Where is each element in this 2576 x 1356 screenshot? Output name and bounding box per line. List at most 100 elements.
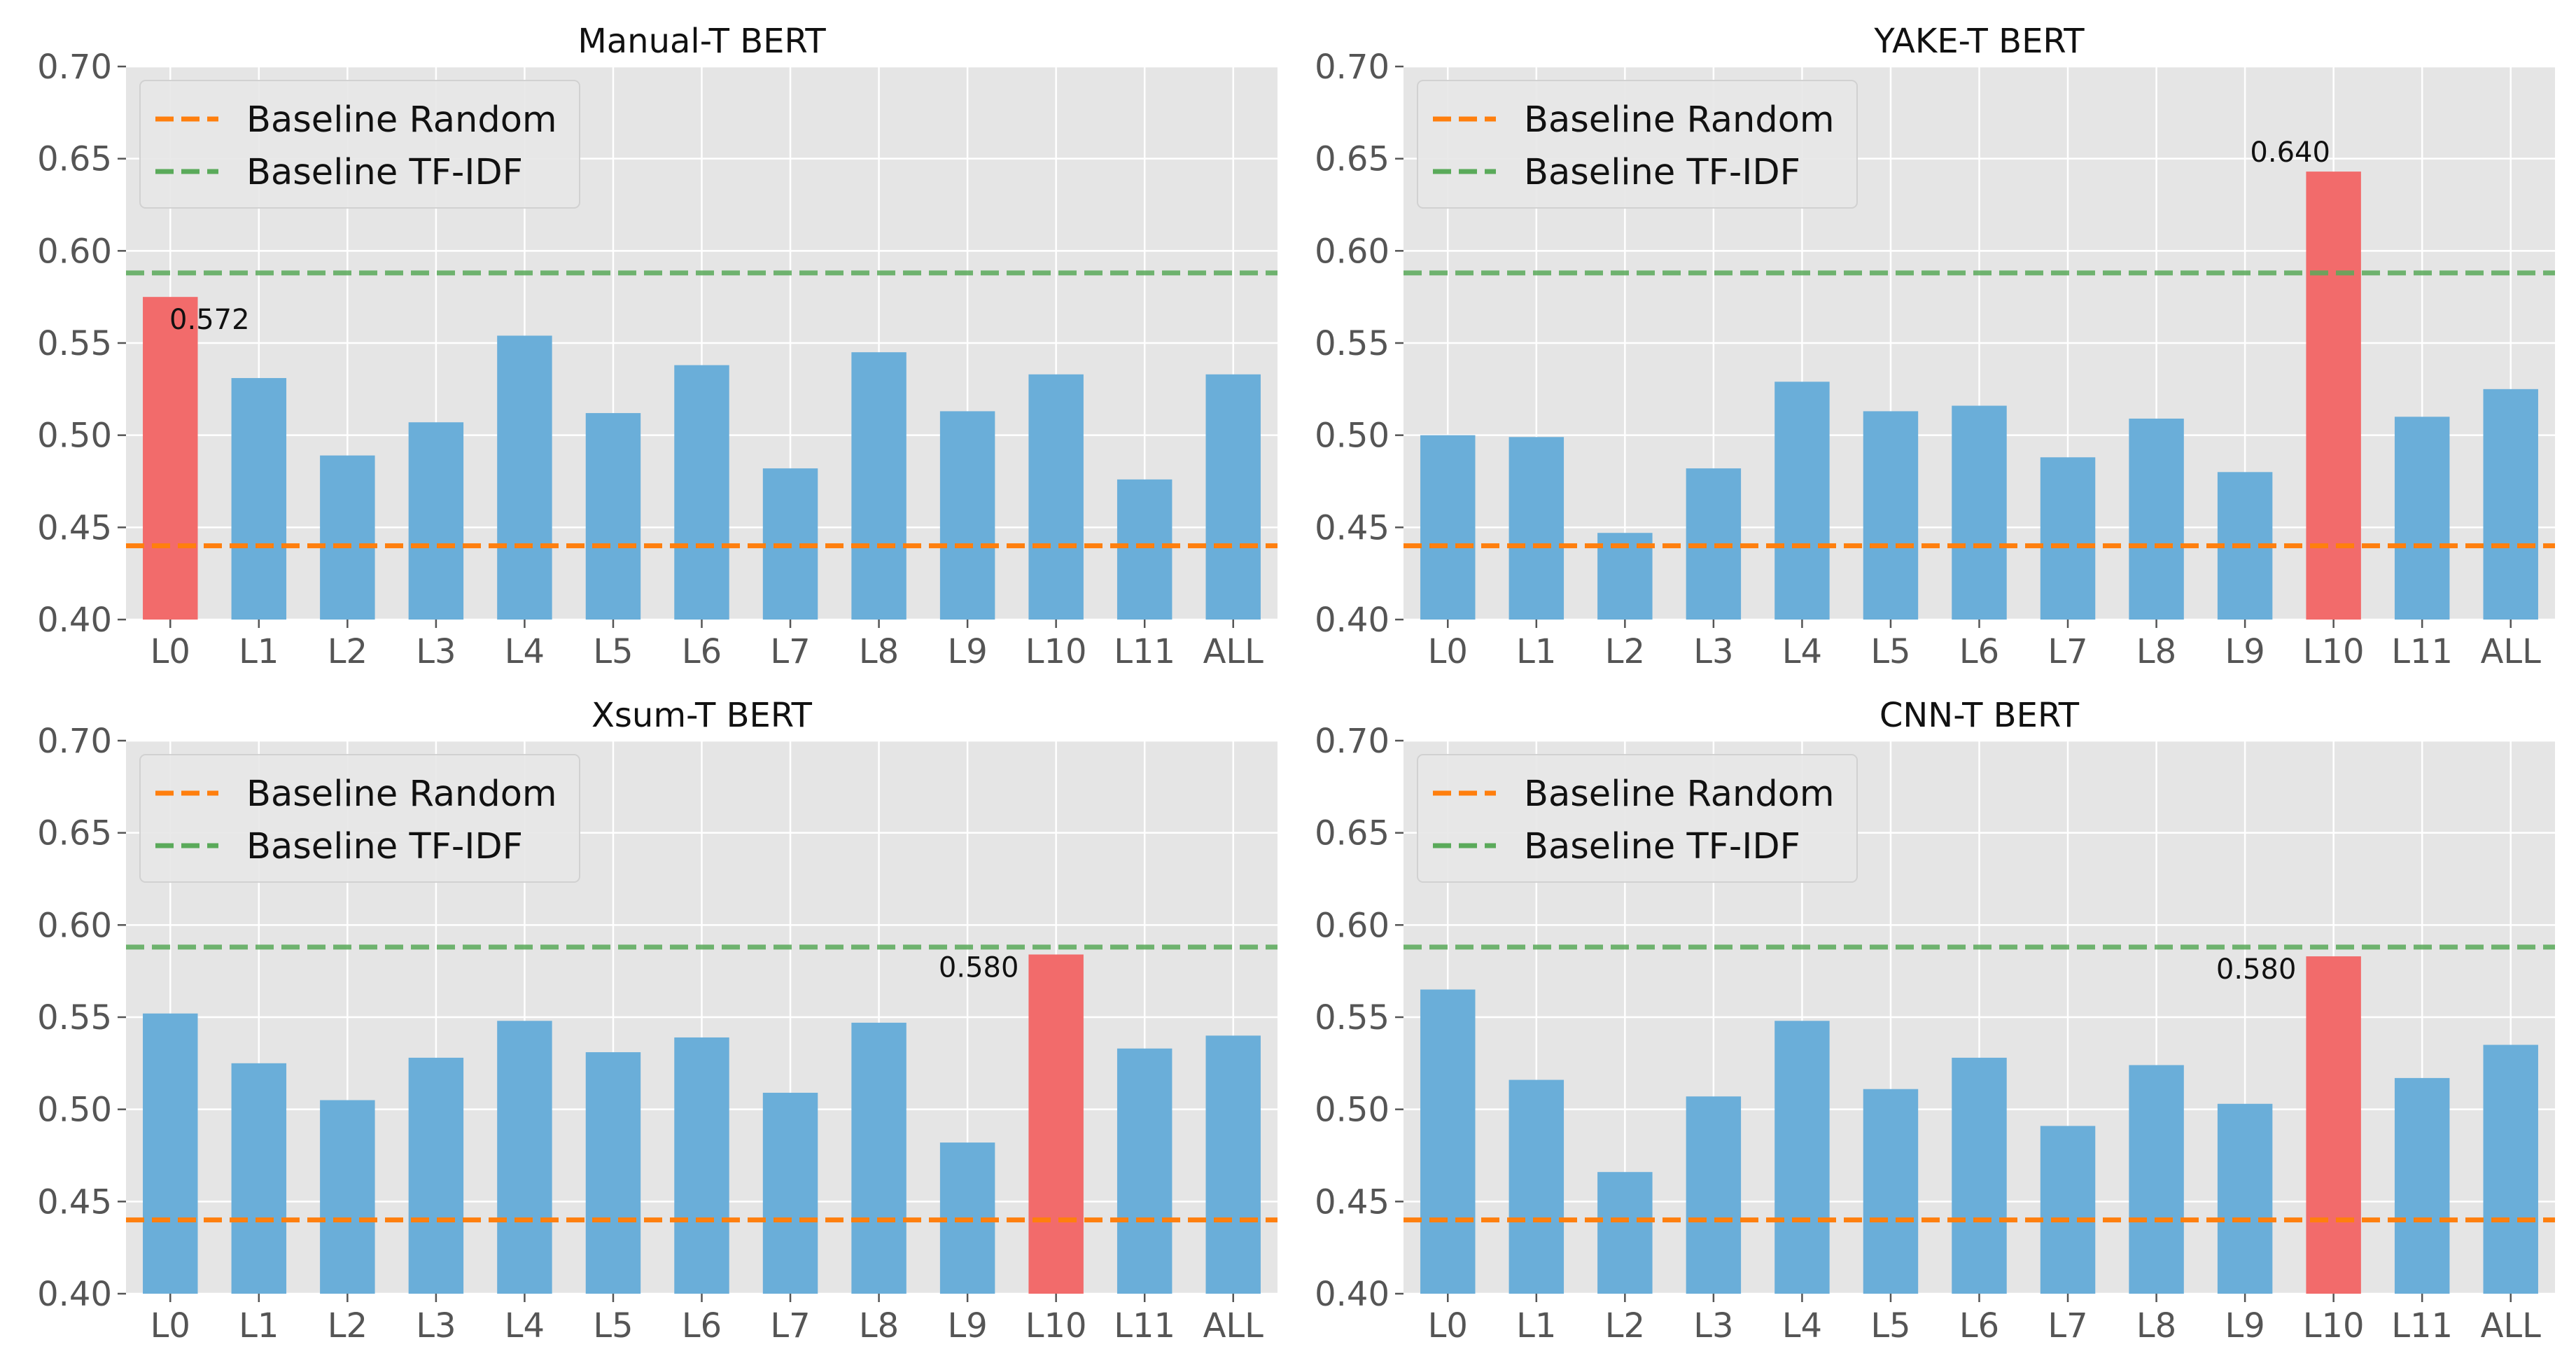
bar-annotation: 0.580 (2216, 953, 2297, 986)
x-tick-label: L7 (770, 1306, 810, 1345)
bar (2218, 1104, 2272, 1294)
bar (851, 352, 906, 620)
x-tick-label: L0 (1428, 1306, 1468, 1345)
bar (1686, 1096, 1741, 1294)
figure: 0.40 0.45 0.50 0.55 0.60 0.65 0.70 L0 L1 L2 L3 L4 L5… (0, 0, 2576, 1356)
legend-label: Baseline TF-IDF (1524, 826, 1800, 867)
bar-highlight (143, 297, 197, 620)
legend-label: Baseline TF-IDF (246, 826, 523, 867)
x-tick-label: L4 (1782, 632, 1822, 671)
chart-title: CNN-T BERT (1879, 696, 2080, 735)
bar (1420, 990, 1475, 1294)
bar (1420, 435, 1475, 620)
x-tick-label: L8 (2136, 1306, 2176, 1345)
bar-highlight (2306, 172, 2360, 620)
bar (1774, 382, 1829, 620)
x-tick-label: L7 (2047, 632, 2087, 671)
bar (2395, 417, 2449, 620)
chart-panel-3: 0.40 0.45 0.50 0.55 0.60 0.65 0.70 L0 L1 L2 L3 L4 L5… (1315, 696, 2555, 1345)
y-tick-label: 0.50 (1315, 417, 1390, 456)
y-tick-label: 0.60 (37, 232, 112, 271)
legend-label: Baseline TF-IDF (1524, 152, 1800, 193)
x-tick-label: ALL (2481, 1306, 2542, 1345)
x-tick-label: L10 (1026, 632, 1087, 671)
y-tick-label: 0.65 (37, 140, 112, 179)
y-tick-label: 0.45 (1315, 508, 1390, 547)
x-tick-label: L8 (859, 632, 899, 671)
y-tick-label: 0.55 (1315, 324, 1390, 363)
bar (2484, 389, 2538, 620)
y-tick-label: 0.40 (37, 601, 112, 640)
x-tick-label: L11 (2391, 1306, 2453, 1345)
bar (1863, 1089, 1918, 1294)
bar (586, 1052, 640, 1294)
x-tick-label: L8 (859, 1306, 899, 1345)
bar (2040, 1126, 2095, 1294)
bar (586, 413, 640, 620)
y-tick-label: 0.40 (1315, 601, 1390, 640)
x-tick-label: L7 (2047, 1306, 2087, 1345)
bar (232, 1063, 286, 1294)
y-tick-label: 0.60 (37, 906, 112, 945)
y-tick-label: 0.45 (1315, 1182, 1390, 1222)
y-tick-label: 0.50 (37, 417, 112, 456)
x-tick-label: L5 (1870, 1306, 1910, 1345)
chart-title: YAKE-T BERT (1873, 22, 2085, 61)
x-tick-label: L9 (947, 1306, 987, 1345)
bar (1117, 480, 1172, 620)
x-tick-label: ALL (1203, 1306, 1264, 1345)
bar (674, 1037, 729, 1294)
y-tick-label: 0.40 (1315, 1275, 1390, 1314)
bar (320, 1100, 374, 1294)
x-tick-label: L3 (1693, 632, 1733, 671)
chart-panel-2: 0.400.450.500.550.600.650.70L0 L1 L2 L3 L4 L5… (37, 696, 1278, 1345)
y-tick-label: 0.70 (37, 48, 112, 87)
x-tick-label: L8 (2136, 632, 2176, 671)
bar (674, 365, 729, 620)
y-tick-label: 0.50 (37, 1091, 112, 1130)
legend-label: Baseline TF-IDF (246, 152, 523, 193)
legend: Baseline Random Baseline TF-IDF (140, 755, 580, 882)
chart-panel-0: 0.40 0.45 0.50 0.55 0.60 0.65 0.70 L0 L1 L2 L3 L4 L5… (37, 22, 1278, 671)
x-tick-label: L2 (328, 632, 368, 671)
bar (1206, 375, 1261, 620)
x-tick-label: L0 (150, 1306, 190, 1345)
x-tick-label: L4 (505, 632, 545, 671)
bar (1952, 406, 2006, 620)
bar (1028, 375, 1083, 620)
x-tick-label: L6 (682, 632, 722, 671)
bar (409, 422, 463, 620)
y-tick-label: 0.55 (1315, 998, 1390, 1037)
x-tick-label: ALL (1203, 632, 1264, 671)
legend: Baseline Random Baseline TF-IDF (1418, 81, 1857, 208)
y-tick-label: 0.50 (1315, 1091, 1390, 1130)
x-tick-label: L5 (1870, 632, 1910, 671)
chart-title: Xsum-T BERT (592, 696, 813, 735)
x-tick-label: L11 (1114, 632, 1175, 671)
chart-panel-1: 0.40 0.45 0.50 0.55 0.60 0.65 0.70 L0 L1 L2 L3 L4 L5… (1315, 22, 2555, 671)
x-tick-label: L4 (505, 1306, 545, 1345)
bar-highlight (1028, 954, 1083, 1294)
bar (1863, 411, 1918, 620)
x-tick-label: L1 (1516, 632, 1556, 671)
bar (1597, 1172, 1652, 1294)
bar (2395, 1078, 2449, 1294)
x-tick-label: L6 (1959, 1306, 1999, 1345)
bar (1117, 1049, 1172, 1294)
x-tick-label: L10 (1026, 1306, 1087, 1345)
bar-annotation: 0.572 (169, 304, 250, 336)
bar (1509, 1080, 1564, 1294)
legend-label: Baseline Random (246, 774, 557, 815)
legend-label: Baseline Random (246, 99, 557, 141)
bar (497, 335, 552, 620)
x-tick-label: L4 (1782, 1306, 1822, 1345)
y-tick-label: 0.40 (37, 1275, 112, 1314)
legend-label: Baseline Random (1524, 774, 1835, 815)
x-tick-label: L1 (239, 1306, 279, 1345)
legend: Baseline Random Baseline TF-IDF (1418, 755, 1857, 882)
y-tick-label: 0.65 (1315, 814, 1390, 853)
x-tick-label: L3 (416, 632, 456, 671)
bar (409, 1058, 463, 1294)
bar (1952, 1058, 2006, 1294)
y-tick-label: 0.60 (1315, 232, 1390, 271)
